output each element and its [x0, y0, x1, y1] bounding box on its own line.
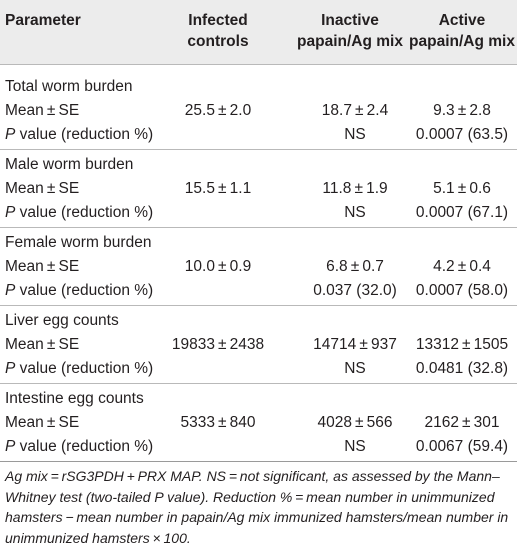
p-label-rest: value (reduction %) — [15, 282, 154, 299]
section-title-row: Liver egg counts — [0, 309, 517, 333]
p-italic: P — [5, 204, 16, 221]
section-title: Female worm burden — [5, 234, 152, 251]
p-active: 0.0481 (32.8) — [415, 360, 509, 377]
mean-label: Mean ± SE — [5, 102, 80, 119]
table-footnote: Ag mix = rSG3PDH + PRX MAP. NS = not sig… — [5, 468, 509, 546]
table-row: Mean ± SE 25.5 ± 2.0 18.7 ± 2.4 9.3 ± 2.… — [0, 99, 517, 123]
table-body: Total worm burden Mean ± SE 25.5 ± 2.0 1… — [0, 65, 517, 465]
table-row: P value (reduction %) NS 0.0007 (67.1) — [0, 201, 517, 225]
table-bottom-rule — [0, 461, 517, 462]
p-label-rest: value (reduction %) — [15, 204, 154, 221]
p-italic: P — [5, 438, 16, 455]
section-title: Liver egg counts — [5, 312, 119, 329]
p-label-rest: value (reduction %) — [15, 126, 154, 143]
p-italic: P — [5, 126, 16, 143]
mean-infected: 5333 ± 840 — [180, 414, 256, 431]
p-value-label: P value (reduction %) — [5, 201, 153, 225]
header-inactive-line1: Inactive — [321, 12, 379, 29]
p-value-label: P value (reduction %) — [5, 357, 153, 381]
header-active-line1: Active — [438, 12, 486, 29]
mean-inactive: 11.8 ± 1.9 — [322, 180, 388, 197]
p-active: 0.0067 (59.4) — [415, 438, 509, 455]
mean-infected: 15.5 ± 1.1 — [184, 180, 252, 197]
p-value-label: P value (reduction %) — [5, 435, 153, 459]
table-row: Mean ± SE 5333 ± 840 4028 ± 566 2162 ± 3… — [0, 411, 517, 435]
section-divider — [0, 383, 517, 384]
table-row: Mean ± SE 10.0 ± 0.9 6.8 ± 0.7 4.2 ± 0.4 — [0, 255, 517, 279]
section-title: Male worm burden — [5, 156, 134, 173]
header-infected-line2: controls — [187, 33, 249, 50]
p-inactive: NS — [344, 204, 366, 221]
table-row: Mean ± SE 15.5 ± 1.1 11.8 ± 1.9 5.1 ± 0.… — [0, 177, 517, 201]
header-parameter: Parameter — [5, 12, 81, 29]
header-inactive-line2: papain/Ag mix — [297, 33, 403, 50]
mean-infected: 25.5 ± 2.0 — [184, 102, 252, 119]
p-active: 0.0007 (67.1) — [415, 204, 509, 221]
section-title-row: Intestine egg counts — [0, 387, 517, 411]
mean-inactive: 14714 ± 937 — [313, 336, 397, 353]
p-value-label: P value (reduction %) — [5, 123, 153, 147]
p-label-rest: value (reduction %) — [15, 360, 154, 377]
header-active-line2: papain/Ag mix — [409, 33, 515, 50]
mean-label: Mean ± SE — [5, 414, 80, 431]
table-header: Parameter Infected controls Inactive pap… — [0, 0, 517, 65]
table-row: Mean ± SE 19833 ± 2438 14714 ± 937 13312… — [0, 333, 517, 357]
p-inactive: NS — [344, 360, 366, 377]
header-infected-line1: Infected — [188, 12, 248, 29]
p-active: 0.0007 (58.0) — [415, 282, 509, 299]
mean-active: 5.1 ± 0.6 — [433, 180, 491, 197]
section-divider — [0, 149, 517, 150]
section-title-row: Total worm burden — [0, 75, 517, 99]
mean-inactive: 4028 ± 566 — [317, 414, 393, 431]
results-table: Parameter Infected controls Inactive pap… — [0, 0, 517, 465]
mean-label: Mean ± SE — [5, 180, 80, 197]
section-title: Total worm burden — [5, 78, 133, 95]
section-title-row: Male worm burden — [0, 153, 517, 177]
mean-inactive: 18.7 ± 2.4 — [321, 102, 389, 119]
p-active: 0.0007 (63.5) — [415, 126, 509, 143]
mean-label: Mean ± SE — [5, 258, 80, 275]
table-row: P value (reduction %) NS 0.0007 (63.5) — [0, 123, 517, 147]
mean-inactive: 6.8 ± 0.7 — [326, 258, 384, 275]
p-inactive: NS — [344, 126, 366, 143]
mean-label: Mean ± SE — [5, 336, 80, 353]
mean-active: 9.3 ± 2.8 — [433, 102, 491, 119]
section-divider — [0, 305, 517, 306]
section-title-row: Female worm burden — [0, 231, 517, 255]
p-inactive: NS — [344, 438, 366, 455]
p-italic: P — [5, 360, 16, 377]
p-italic: P — [5, 282, 16, 299]
mean-active: 13312 ± 1505 — [415, 336, 509, 353]
header-infected-controls: Infected controls — [178, 10, 258, 52]
mean-infected: 10.0 ± 0.9 — [184, 258, 252, 275]
table-row: P value (reduction %) NS 0.0481 (32.8) — [0, 357, 517, 381]
mean-infected: 19833 ± 2438 — [171, 336, 265, 353]
p-value-label: P value (reduction %) — [5, 279, 153, 303]
table-row: P value (reduction %) NS 0.0067 (59.4) — [0, 435, 517, 459]
p-label-rest: value (reduction %) — [15, 438, 154, 455]
mean-active: 4.2 ± 0.4 — [433, 258, 491, 275]
section-title: Intestine egg counts — [5, 390, 144, 407]
mean-active: 2162 ± 301 — [424, 414, 500, 431]
header-active-papain: Active papain/Ag mix — [408, 10, 516, 52]
p-inactive: 0.037 (32.0) — [313, 282, 397, 299]
header-inactive-papain: Inactive papain/Ag mix — [290, 10, 410, 52]
table-row: P value (reduction %) 0.037 (32.0) 0.000… — [0, 279, 517, 303]
section-divider — [0, 227, 517, 228]
